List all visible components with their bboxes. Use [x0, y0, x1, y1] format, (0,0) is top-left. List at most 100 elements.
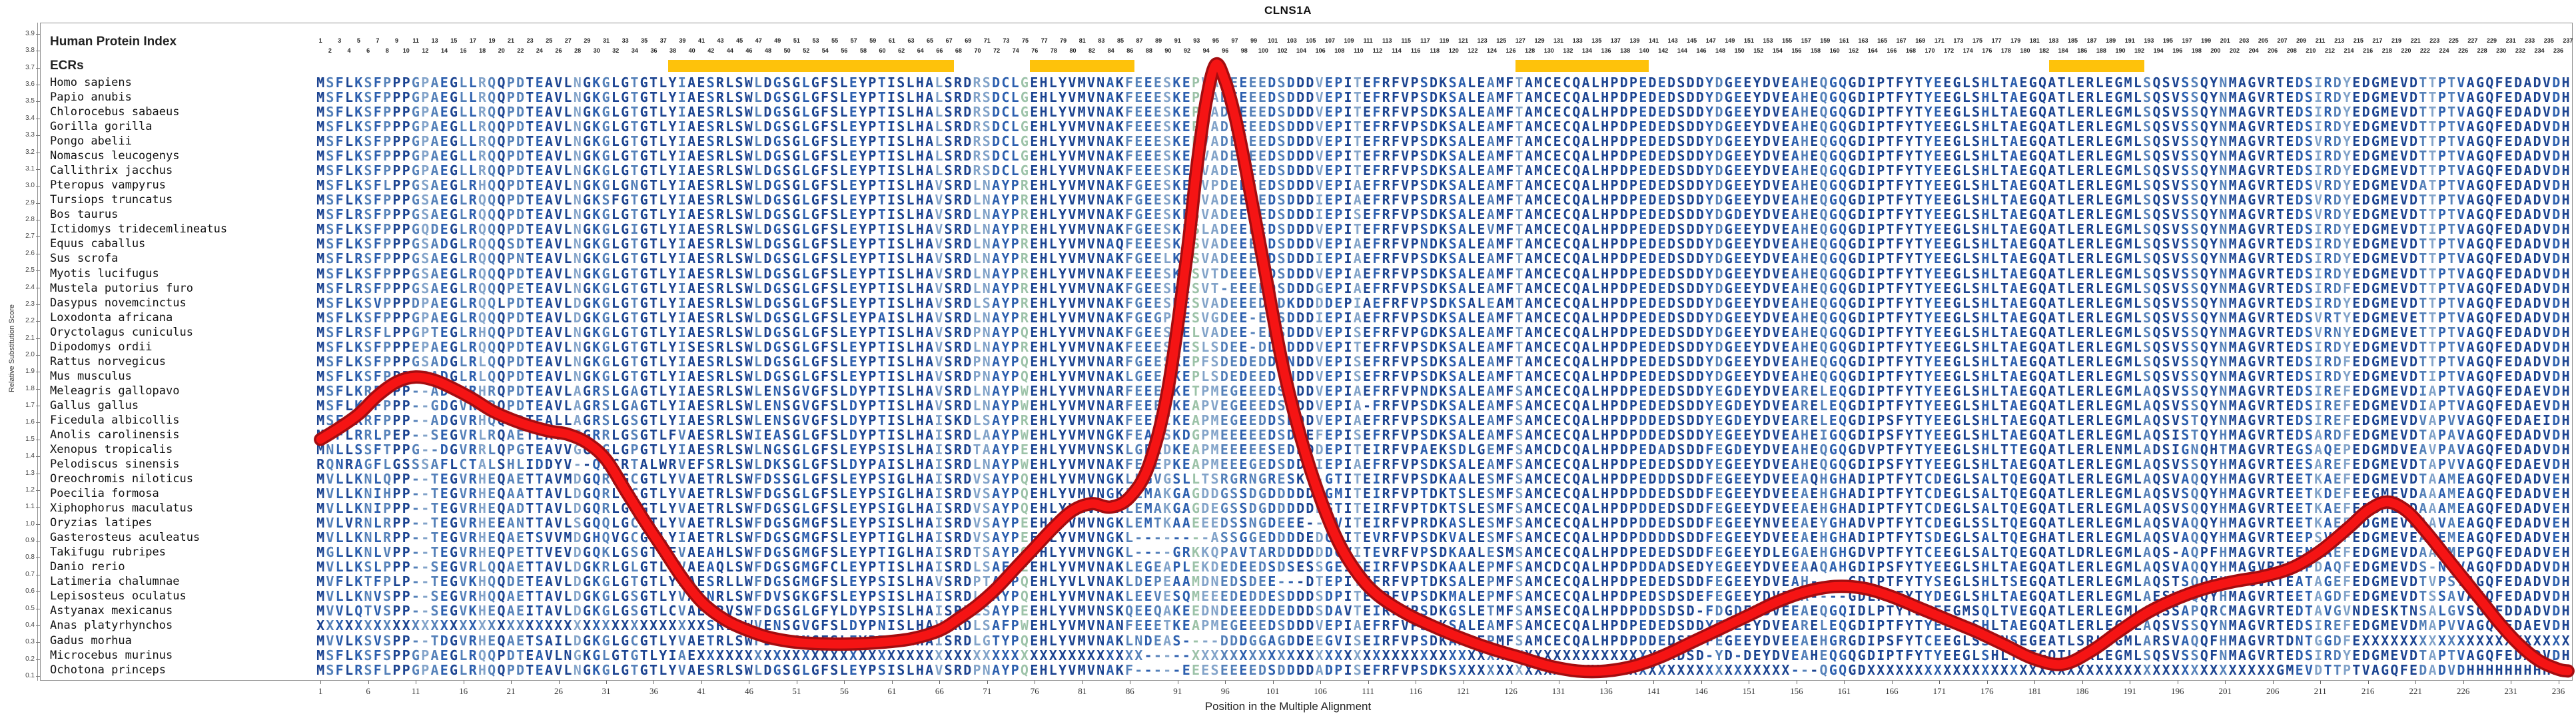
residue: G: [1952, 148, 1961, 165]
residue: A: [1486, 250, 1495, 267]
species-label[interactable]: Microcebus murinus: [50, 648, 173, 662]
residue: E: [849, 104, 857, 121]
species-label[interactable]: Anolis carolinensis: [50, 428, 180, 442]
residue: R: [478, 133, 486, 150]
residue: G: [1829, 236, 1837, 252]
residue: A: [2010, 104, 2018, 121]
species-label[interactable]: Nomascus leucogenys: [50, 149, 180, 163]
species-label[interactable]: Gasterosteus aculeatus: [50, 531, 201, 545]
residue: H: [915, 206, 924, 223]
species-label[interactable]: Gadus morhua: [50, 633, 132, 647]
species-label[interactable]: Ochotona princeps: [50, 663, 166, 677]
residue: L: [725, 250, 734, 267]
species-label[interactable]: Latimeria chalumnae: [50, 575, 180, 589]
residue: A: [687, 192, 696, 208]
species-label[interactable]: Mustela putorius furo: [50, 281, 193, 295]
residue: E: [1144, 206, 1152, 223]
species-label[interactable]: Oryctolagus cuniculus: [50, 325, 193, 339]
y-tick-mark: [36, 34, 40, 35]
residue: K: [1172, 265, 1181, 282]
species-label[interactable]: Meleagris gallopavo: [50, 384, 180, 398]
residue: E: [1657, 192, 1666, 208]
residue: S: [2304, 133, 2313, 150]
residue: E: [1734, 163, 1743, 179]
residue: D: [763, 206, 772, 223]
species-label[interactable]: Lepisosteus oculatus: [50, 589, 187, 603]
residue: A: [1353, 265, 1362, 282]
residue: V: [2257, 324, 2266, 340]
residue: M: [1534, 163, 1543, 179]
species-label[interactable]: Gallus gallus: [50, 398, 139, 412]
species-label[interactable]: Mus musculus: [50, 369, 132, 383]
species-label[interactable]: Astyanax mexicanus: [50, 604, 173, 618]
residue: L: [973, 309, 981, 326]
residue: G: [811, 250, 819, 267]
species-label[interactable]: Papio anubis: [50, 91, 132, 105]
species-label[interactable]: Chlorocebus sabaeus: [50, 105, 180, 119]
residue: T: [649, 338, 657, 355]
species-label[interactable]: Takifugu rubripes: [50, 545, 166, 559]
species-label[interactable]: Gorilla gorilla: [50, 120, 153, 134]
residue: E: [1639, 148, 1647, 165]
species-label[interactable]: Myotis lucifugus: [50, 266, 159, 280]
residue: E: [1230, 163, 1238, 179]
residue: E: [1153, 250, 1162, 267]
residue: H: [1039, 221, 1048, 238]
species-label[interactable]: Ictidomys tridecemlineatus: [50, 222, 228, 236]
species-label[interactable]: Sus scrofa: [50, 252, 119, 266]
residue: E: [1363, 250, 1372, 267]
species-label[interactable]: Homo sapiens: [50, 76, 132, 89]
species-label[interactable]: Xenopus tropicalis: [50, 443, 173, 456]
residue: R: [1020, 265, 1029, 282]
residue: L: [754, 177, 763, 194]
residue: E: [535, 250, 544, 267]
species-label[interactable]: Ficedula albicollis: [50, 413, 180, 427]
residue: S: [1163, 294, 1172, 311]
residue: S: [1277, 338, 1286, 355]
residue: P: [1629, 75, 1637, 91]
species-label[interactable]: Xiphophorus maculatus: [50, 502, 193, 516]
index-number: 184: [2058, 47, 2068, 54]
species-label[interactable]: Dipodomys ordii: [50, 340, 153, 354]
species-label[interactable]: Dasypus novemcinctus: [50, 296, 187, 310]
species-label[interactable]: Oryzias latipes: [50, 516, 153, 530]
y-tick-label: 2.9: [25, 198, 35, 206]
species-label[interactable]: Tursiops truncatus: [50, 193, 173, 207]
residue: E: [1324, 236, 1333, 252]
species-label[interactable]: Rattus norvegicus: [50, 354, 166, 368]
species-label[interactable]: Loxodonta africana: [50, 310, 173, 324]
index-number: 126: [1505, 47, 1516, 54]
residue: G: [621, 148, 630, 165]
residue: E: [2390, 338, 2399, 355]
residue: E: [1324, 177, 1333, 194]
residue: S: [782, 119, 791, 135]
species-label[interactable]: Bos taurus: [50, 208, 119, 222]
species-label[interactable]: Danio rerio: [50, 560, 125, 574]
residue: G: [1848, 75, 1857, 91]
species-label[interactable]: Pteropus vampyrus: [50, 179, 166, 192]
residue: L: [725, 280, 734, 296]
species-label[interactable]: Equus caballus: [50, 237, 146, 251]
residue: Y: [2210, 280, 2218, 296]
residue: L: [1468, 309, 1476, 326]
residue: E: [849, 338, 857, 355]
residue: L: [725, 265, 734, 282]
species-label[interactable]: Callithrix jacchus: [50, 164, 173, 178]
y-tick-label: 0.3: [25, 638, 35, 646]
residue: L: [1591, 177, 1599, 194]
residue: Y: [1705, 104, 1714, 121]
species-label[interactable]: Oreochromis niloticus: [50, 472, 193, 486]
species-label[interactable]: Pelodiscus sinensis: [50, 458, 180, 472]
residue: F: [2495, 309, 2503, 326]
species-label[interactable]: Pongo abelii: [50, 135, 132, 149]
species-label[interactable]: Anas platyrhynchos: [50, 619, 173, 633]
residue: D: [1430, 221, 1438, 238]
residue: Q: [1819, 338, 1828, 355]
species-label[interactable]: Poecilia formosa: [50, 487, 159, 501]
residue: P: [1334, 250, 1343, 267]
residue: Q: [2485, 133, 2494, 150]
residue: G: [2248, 148, 2256, 165]
residue: E: [1258, 148, 1266, 165]
residue: G: [602, 104, 610, 121]
residue: A: [2048, 89, 2056, 106]
